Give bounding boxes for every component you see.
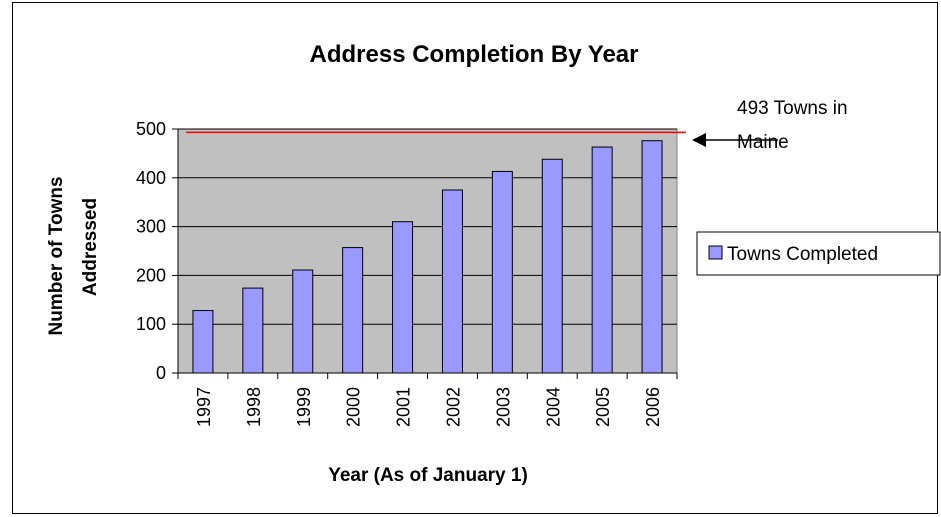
annotation-line-2: Maine xyxy=(737,132,789,153)
x-tick-label-2002: 2002 xyxy=(443,387,463,427)
y-tick-label-5: 500 xyxy=(136,119,166,139)
x-tick-label-2000: 2000 xyxy=(344,387,364,427)
legend-box xyxy=(696,231,941,276)
bar-2001 xyxy=(392,221,414,374)
x-tick-label-2004: 2004 xyxy=(543,387,563,427)
plot-area: 0 100 200 300 400 500 1997 1998 1999 2000 2001 2002… xyxy=(136,119,686,427)
bar-2005 xyxy=(591,146,613,374)
bar-2000 xyxy=(342,247,364,374)
annotation-arrow-head xyxy=(692,133,706,147)
x-tick-label-2001: 2001 xyxy=(394,387,414,427)
y-tick-label-3: 300 xyxy=(136,217,166,237)
y-axis-title-line-2: Addressed xyxy=(80,198,101,296)
bar-2003 xyxy=(491,170,513,374)
annotation-line-1: 493 Towns in xyxy=(737,98,848,119)
x-axis-title: Year (As of January 1) xyxy=(328,465,528,486)
x-tick-label-2005: 2005 xyxy=(593,387,613,427)
y-tick-label-0: 0 xyxy=(156,363,166,383)
y-axis-title-line-1: Number of Towns xyxy=(46,176,67,335)
y-tick-label-4: 400 xyxy=(136,168,166,188)
legend: Towns Completed xyxy=(696,231,941,276)
y-tick-label-2: 200 xyxy=(136,265,166,285)
x-tick-label-1997: 1997 xyxy=(194,387,214,427)
legend-swatch xyxy=(708,245,723,260)
y-tick-label-1: 100 xyxy=(136,314,166,334)
x-tick-label-2006: 2006 xyxy=(643,387,663,427)
x-tick-label-2003: 2003 xyxy=(493,387,513,427)
bar-2004 xyxy=(541,158,563,374)
chart-title: Address Completion By Year xyxy=(310,41,639,68)
bar-1997 xyxy=(192,310,214,374)
y-axis-title: Number of Towns Addressed xyxy=(46,176,101,335)
x-tick-label-1998: 1998 xyxy=(244,387,264,427)
bar-1999 xyxy=(292,269,314,374)
bar-2002 xyxy=(441,189,463,374)
bar-2006 xyxy=(641,140,663,374)
bar-1998 xyxy=(242,287,264,374)
x-tick-label-1999: 1999 xyxy=(294,387,314,427)
legend-label: Towns Completed xyxy=(727,244,878,265)
reference-annotation: 493 Towns in Maine xyxy=(692,98,848,153)
